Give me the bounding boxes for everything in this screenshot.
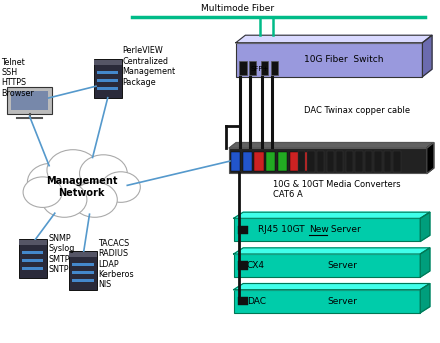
Polygon shape: [420, 212, 430, 241]
Text: Management
Network: Management Network: [46, 176, 117, 198]
Text: TACACS
RADIUS
LDAP
Kerberos
NIS: TACACS RADIUS LDAP Kerberos NIS: [98, 239, 133, 289]
Bar: [243, 152, 252, 171]
Text: SFP+: SFP+: [250, 66, 268, 72]
Bar: [22, 259, 44, 262]
Polygon shape: [234, 284, 430, 289]
Bar: [384, 151, 391, 172]
Bar: [301, 152, 311, 171]
Bar: [97, 87, 118, 90]
Bar: [7, 87, 52, 114]
Bar: [94, 60, 122, 65]
Bar: [238, 297, 248, 305]
Bar: [18, 239, 47, 278]
Bar: [393, 151, 401, 172]
Polygon shape: [236, 35, 432, 43]
Bar: [231, 152, 240, 171]
Circle shape: [101, 172, 140, 202]
Text: New: New: [309, 225, 329, 234]
Bar: [238, 226, 248, 234]
Text: PerleVIEW
Centralized
Management
Package: PerleVIEW Centralized Management Package: [122, 46, 175, 86]
Polygon shape: [234, 212, 430, 218]
Bar: [238, 261, 248, 270]
Polygon shape: [422, 35, 432, 77]
Bar: [271, 61, 278, 75]
Polygon shape: [420, 248, 430, 277]
Bar: [249, 61, 256, 75]
Bar: [97, 71, 118, 74]
Circle shape: [23, 177, 62, 208]
Text: CAT6 A: CAT6 A: [273, 190, 303, 199]
Bar: [234, 254, 420, 277]
Bar: [298, 151, 305, 172]
Text: 10G Fiber  Switch: 10G Fiber Switch: [304, 55, 384, 64]
Text: Telnet
SSH
HTTPS
Browser: Telnet SSH HTTPS Browser: [1, 58, 34, 98]
Text: DAC Twinax copper cable: DAC Twinax copper cable: [304, 106, 411, 115]
Bar: [336, 151, 344, 172]
Text: DAC: DAC: [247, 297, 266, 306]
Bar: [317, 151, 324, 172]
Text: SNMP
Syslog
SMTP
SNTP: SNMP Syslog SMTP SNTP: [48, 234, 75, 274]
Bar: [355, 151, 363, 172]
Circle shape: [47, 150, 99, 190]
Text: Server: Server: [327, 297, 357, 306]
Text: 10G & 10GT Media Converters: 10G & 10GT Media Converters: [273, 180, 400, 189]
Bar: [94, 59, 122, 98]
Bar: [97, 79, 118, 82]
Polygon shape: [420, 284, 430, 313]
Bar: [11, 91, 48, 110]
Bar: [278, 152, 287, 171]
Bar: [22, 251, 44, 255]
Bar: [326, 151, 334, 172]
Text: Server: Server: [328, 225, 361, 234]
Polygon shape: [427, 143, 434, 174]
Polygon shape: [229, 143, 434, 148]
Bar: [239, 61, 247, 75]
Bar: [18, 240, 47, 245]
Circle shape: [72, 182, 117, 217]
Polygon shape: [234, 248, 430, 254]
Bar: [22, 267, 44, 270]
Bar: [346, 151, 353, 172]
Bar: [374, 151, 381, 172]
Bar: [72, 279, 94, 282]
Bar: [365, 151, 372, 172]
Bar: [236, 43, 422, 77]
Circle shape: [80, 155, 127, 192]
Text: Server: Server: [327, 261, 357, 270]
Bar: [266, 152, 275, 171]
Circle shape: [27, 163, 75, 201]
Circle shape: [42, 182, 87, 217]
Text: CX4: CX4: [247, 261, 265, 270]
Bar: [234, 289, 420, 313]
Bar: [229, 148, 427, 174]
Bar: [261, 61, 268, 75]
Text: RJ45 10GT: RJ45 10GT: [257, 225, 307, 234]
Bar: [308, 151, 315, 172]
Bar: [254, 152, 264, 171]
Text: Multimode Fiber: Multimode Fiber: [202, 4, 275, 13]
Bar: [69, 252, 97, 257]
Bar: [72, 263, 94, 267]
Bar: [72, 271, 94, 274]
Bar: [69, 251, 97, 290]
Bar: [234, 218, 420, 241]
Bar: [290, 152, 299, 171]
